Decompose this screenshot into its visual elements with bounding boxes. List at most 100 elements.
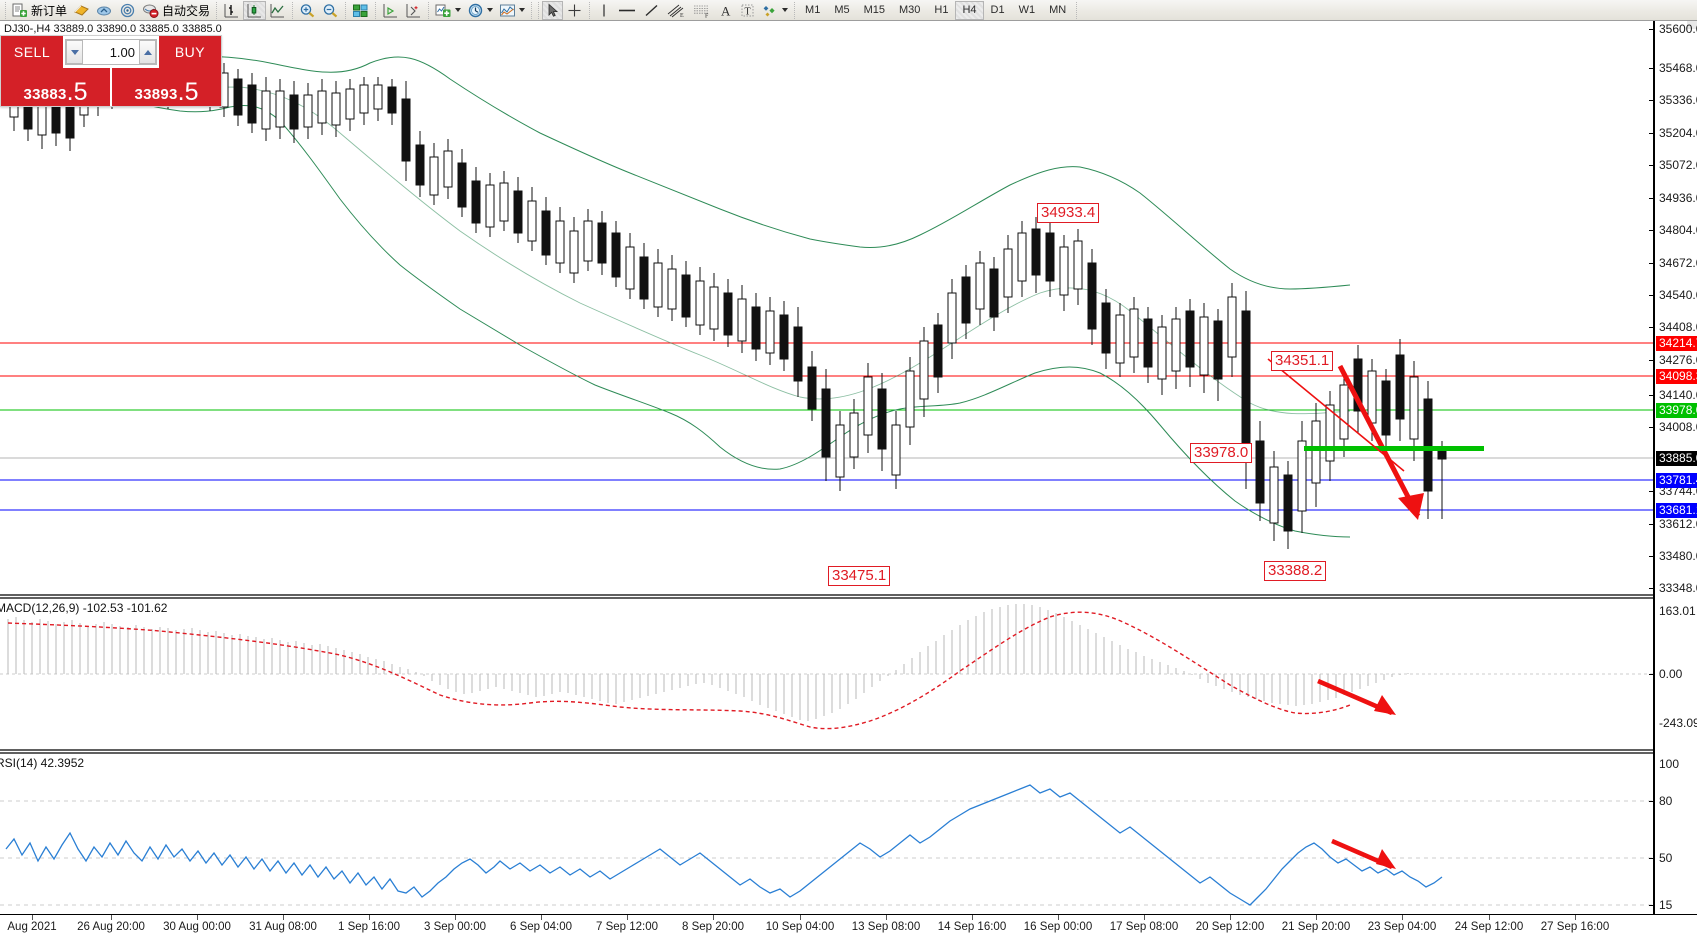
time-axis-tick	[972, 915, 973, 920]
horizontal-line-icon	[619, 9, 636, 11]
templates-button[interactable]	[496, 1, 528, 20]
price-level-badge-34098[interactable]: 34098.3	[1656, 369, 1697, 384]
new-order-button[interactable]: 新订单	[9, 1, 70, 20]
horizontal-line-button[interactable]	[614, 1, 640, 20]
fibonacci-button[interactable]: F	[689, 1, 715, 20]
tile-windows-button[interactable]	[349, 1, 372, 20]
expert-advisors-button[interactable]	[70, 1, 93, 20]
price-level-badge-33681[interactable]: 33681.1	[1656, 503, 1697, 518]
price-axis-tick	[1649, 100, 1653, 101]
chevron-down-icon[interactable]	[455, 8, 462, 12]
price-level-badge-33781[interactable]: 33781.4	[1656, 473, 1697, 488]
callout-34351[interactable]: 34351.1	[1271, 351, 1334, 371]
time-axis[interactable]: Aug 2021 26 Aug 20:00 30 Aug 00:00 31 Au…	[0, 914, 1697, 936]
callout-33388[interactable]: 33388.2	[1264, 561, 1327, 581]
price-axis-label: 35204.0	[1659, 126, 1697, 140]
one-click-trading-panel[interactable]: SELL 1.00 BUY 33883 .5 33893 .5	[0, 35, 222, 107]
timeframe-m5[interactable]: M5	[834, 4, 850, 16]
chart-canvas[interactable]	[0, 21, 1656, 914]
toolbar-separator	[586, 1, 593, 20]
signals-button[interactable]	[116, 1, 139, 20]
callout-33475[interactable]: 33475.1	[828, 566, 891, 586]
time-axis-tick	[713, 915, 714, 920]
chart-area[interactable]: DJ30-,H4 33889.0 33890.0 33885.0 33885.0	[0, 21, 1697, 936]
price-axis-label: 34804.0	[1659, 223, 1697, 237]
sell-price-box[interactable]: 33883 .5	[1, 68, 110, 106]
timeframe-m1[interactable]: M1	[805, 4, 821, 16]
toolbar-separator	[289, 1, 296, 20]
buy-button[interactable]: BUY	[159, 36, 221, 68]
autotrading-button[interactable]: 自动交易	[139, 1, 213, 20]
chevron-down-icon[interactable]	[487, 8, 494, 12]
macd-indicator-label: MACD(12,26,9) -102.53 -101.62	[0, 601, 168, 615]
text-label-button[interactable]: T	[736, 1, 759, 20]
macd-down-arrow	[1317, 678, 1396, 716]
one-click-trading-prices[interactable]: 33883 .5 33893 .5	[1, 68, 221, 106]
svg-text:T: T	[745, 6, 751, 17]
period-button[interactable]	[464, 1, 496, 20]
timeframe-h1[interactable]: H1	[934, 4, 949, 16]
time-axis-tick	[455, 915, 456, 920]
callout-33978[interactable]: 33978.0	[1190, 443, 1253, 463]
price-level-badge-34214[interactable]: 34214.7	[1656, 336, 1697, 351]
toolbar-separator	[535, 1, 542, 20]
timeframe-w1[interactable]: W1	[1018, 4, 1036, 16]
main-toolbar[interactable]: 新订单 自动交易	[0, 0, 1697, 21]
time-axis-tick	[32, 915, 33, 920]
bar-chart-button[interactable]	[220, 1, 243, 20]
price-axis-label: 35468.0	[1659, 61, 1697, 75]
timeframe-d1[interactable]: D1	[990, 4, 1005, 16]
chevron-down-icon[interactable]	[782, 8, 789, 12]
one-click-trading-controls[interactable]: SELL 1.00 BUY	[1, 36, 221, 68]
chart-shift-button[interactable]	[379, 1, 402, 20]
volume-input[interactable]: 1.00	[109, 44, 135, 60]
macd-histogram	[7, 604, 1409, 721]
macd-axis-label: 0.00	[1659, 667, 1683, 681]
price-axis-tick	[1649, 556, 1653, 557]
rsi-axis-label: 80	[1659, 794, 1673, 808]
macd-axis-tick	[1649, 674, 1653, 675]
macd-axis-label: -243.09	[1659, 716, 1697, 730]
time-axis-label: 1 Sep 16:00	[337, 921, 401, 933]
text-button[interactable]: A	[715, 1, 736, 20]
equidistant-channel-button[interactable]: E	[663, 1, 689, 20]
tile-windows-icon	[353, 4, 368, 17]
volume-decrement-button[interactable]	[66, 40, 83, 64]
indicators-button[interactable]	[432, 1, 464, 20]
line-chart-button[interactable]	[266, 1, 289, 20]
trendline-button[interactable]	[640, 1, 663, 20]
chart-autoscroll-button[interactable]	[402, 1, 425, 20]
rsi-axis-tick	[1649, 858, 1653, 859]
price-axis-tick	[1649, 29, 1653, 30]
autotrading-label: 自动交易	[162, 3, 211, 18]
shapes-button[interactable]	[759, 1, 791, 20]
price-axis-tick	[1649, 68, 1653, 69]
vertical-line-button[interactable]	[593, 1, 614, 20]
chevron-down-icon[interactable]	[519, 8, 526, 12]
sell-button[interactable]: SELL	[1, 36, 63, 68]
price-axis-label: 33348.0	[1659, 581, 1697, 595]
candlestick-chart-button[interactable]	[243, 0, 267, 20]
buy-price-box[interactable]: 33893 .5	[112, 68, 221, 106]
time-axis-label: 7 Sep 12:00	[595, 921, 659, 933]
bollinger-upper-band	[0, 51, 1351, 290]
price-level-badge-current[interactable]: 33885.0	[1656, 451, 1697, 466]
volume-increment-button[interactable]	[139, 40, 156, 64]
price-level-badge-33978[interactable]: 33978.0	[1656, 403, 1697, 418]
timeframe-m30[interactable]: M30	[899, 4, 921, 16]
crosshair-button[interactable]	[563, 1, 586, 20]
volume-stepper[interactable]: 1.00	[65, 39, 157, 65]
zoom-in-button[interactable]	[296, 1, 319, 20]
chart-scrollbar[interactable]	[1687, 21, 1697, 29]
cloud-button[interactable]	[93, 1, 116, 20]
price-axis-label: 35072.0	[1659, 158, 1697, 172]
timeframe-m15[interactable]: M15	[863, 4, 885, 16]
callout-34933[interactable]: 34933.4	[1037, 203, 1100, 223]
price-axis-tick	[1649, 263, 1653, 264]
price-axis-label: 33480.0	[1659, 549, 1697, 563]
price-axis-label: 34540.0	[1659, 288, 1697, 302]
timeframe-h4[interactable]: H4	[955, 0, 984, 20]
cursor-button[interactable]	[542, 0, 564, 20]
timeframe-mn[interactable]: MN	[1049, 4, 1067, 16]
zoom-out-button[interactable]	[319, 1, 342, 20]
